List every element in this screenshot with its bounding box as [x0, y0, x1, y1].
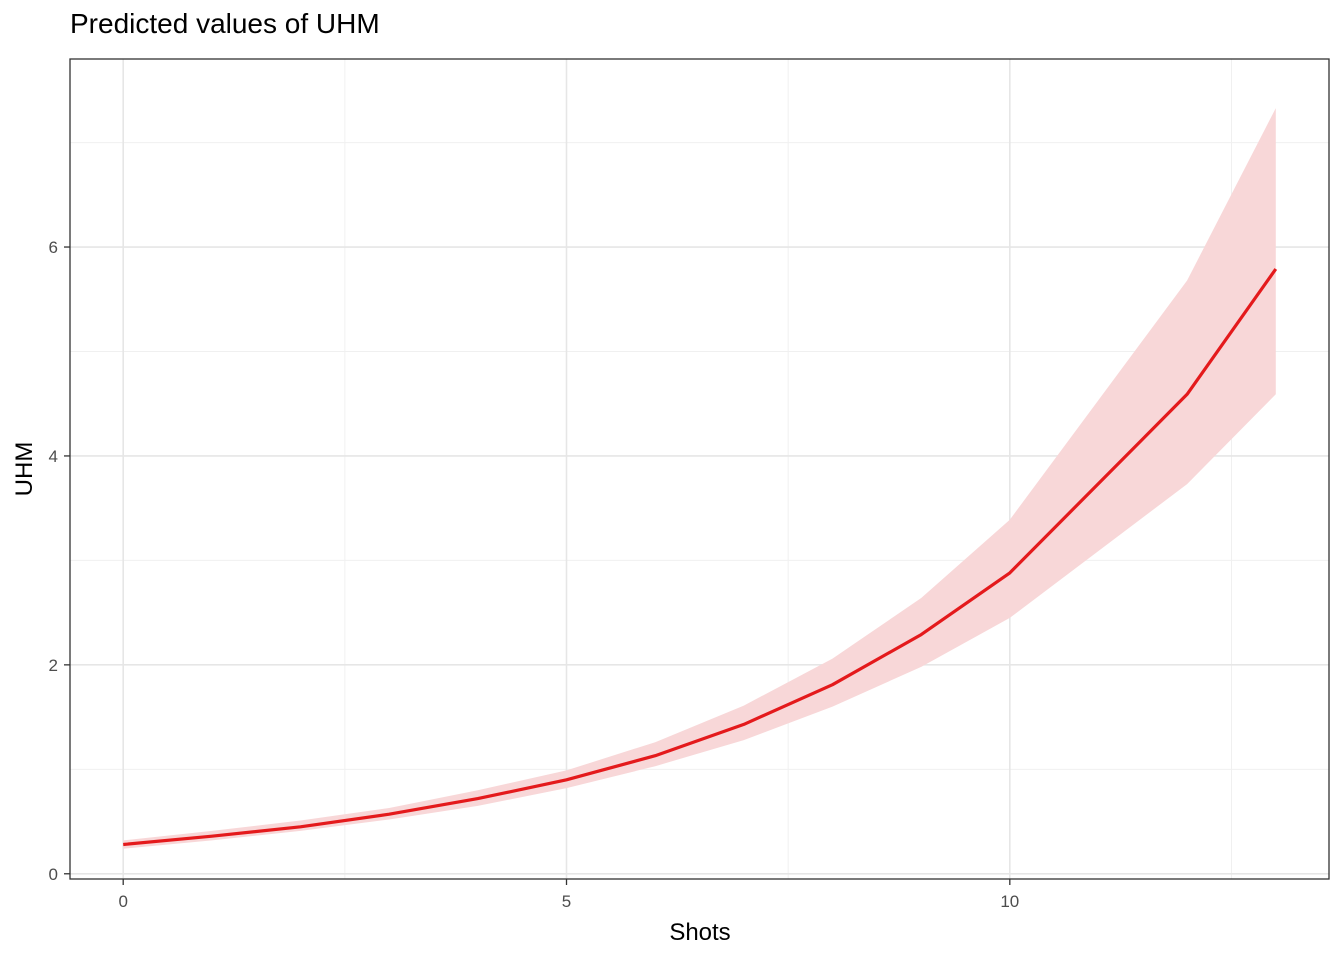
- plot-panel-border: [69, 58, 1330, 880]
- y-tick-label-1: 2: [49, 656, 58, 675]
- confidence-band: [123, 108, 1276, 849]
- x-axis-title: Shots: [669, 919, 730, 946]
- x-tick-label-1: 5: [562, 892, 571, 911]
- x-axis: 0 5 10: [118, 879, 1019, 911]
- x-tick-label-0: 0: [118, 892, 127, 911]
- chart-title: Predicted values of UHM: [70, 8, 380, 39]
- prediction-line: [123, 268, 1278, 847]
- y-axis-title: UHM: [11, 442, 38, 497]
- x-tick-label-2: 10: [1000, 892, 1019, 911]
- confidence-band-layer: [123, 108, 1276, 849]
- y-axis: 0 2 4 6: [49, 238, 70, 884]
- y-tick-label-0: 0: [49, 865, 58, 884]
- minor-gridlines: [70, 59, 1329, 879]
- y-tick-label-3: 6: [49, 238, 58, 257]
- line-layer: [123, 268, 1278, 847]
- y-tick-label-2: 4: [49, 447, 58, 466]
